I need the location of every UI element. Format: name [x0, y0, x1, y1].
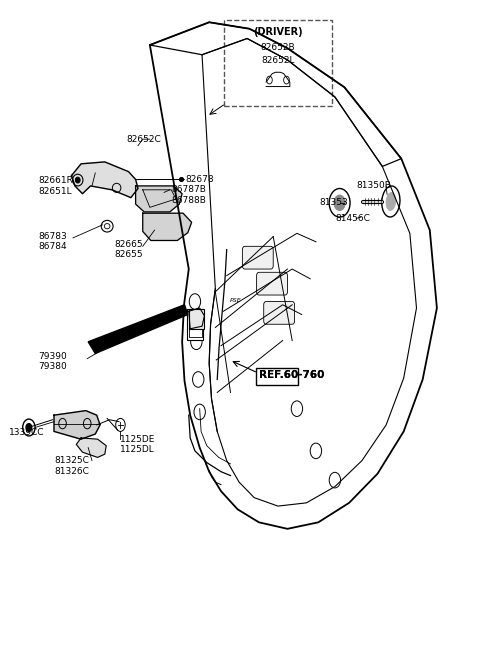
- Text: 81325C: 81325C: [54, 456, 89, 465]
- Polygon shape: [54, 411, 100, 440]
- Text: 82652C: 82652C: [126, 135, 161, 143]
- Text: 81326C: 81326C: [54, 466, 89, 476]
- Polygon shape: [76, 438, 106, 457]
- Bar: [189, 309, 204, 329]
- Text: 1339CC: 1339CC: [9, 428, 44, 437]
- Text: 86783: 86783: [38, 232, 67, 241]
- FancyBboxPatch shape: [242, 246, 273, 269]
- Bar: [189, 312, 202, 337]
- Polygon shape: [143, 213, 192, 240]
- Text: 79380: 79380: [38, 362, 67, 371]
- Text: 86788B: 86788B: [171, 196, 206, 205]
- Polygon shape: [88, 305, 188, 354]
- FancyBboxPatch shape: [264, 301, 295, 324]
- Text: 82651L: 82651L: [38, 187, 72, 196]
- Text: 86784: 86784: [38, 242, 67, 252]
- Text: 82652B: 82652B: [261, 43, 295, 52]
- Circle shape: [334, 195, 345, 211]
- FancyBboxPatch shape: [224, 20, 332, 106]
- Text: 82655: 82655: [114, 250, 143, 259]
- Text: 1125DL: 1125DL: [120, 445, 155, 454]
- Bar: [187, 309, 204, 341]
- Text: 82665: 82665: [114, 240, 143, 249]
- FancyBboxPatch shape: [257, 272, 288, 295]
- Ellipse shape: [386, 193, 396, 210]
- Text: 81456C: 81456C: [335, 214, 370, 223]
- Text: 81353: 81353: [320, 198, 348, 207]
- Polygon shape: [72, 162, 138, 198]
- Text: PSE: PSE: [229, 297, 241, 303]
- Text: REF.60-760: REF.60-760: [259, 370, 324, 380]
- Text: 1125DE: 1125DE: [120, 435, 156, 443]
- Text: 81350B: 81350B: [356, 181, 391, 191]
- Text: 82661R: 82661R: [38, 176, 73, 185]
- FancyBboxPatch shape: [256, 368, 299, 385]
- Text: REF.60-760: REF.60-760: [259, 370, 324, 380]
- Text: 86787B: 86787B: [171, 185, 206, 195]
- Text: 82678: 82678: [185, 175, 214, 184]
- Text: (DRIVER): (DRIVER): [253, 28, 303, 37]
- Text: 82652L: 82652L: [261, 56, 295, 65]
- Circle shape: [26, 424, 32, 432]
- Polygon shape: [136, 186, 182, 212]
- Ellipse shape: [75, 177, 80, 183]
- Text: 79390: 79390: [38, 352, 67, 360]
